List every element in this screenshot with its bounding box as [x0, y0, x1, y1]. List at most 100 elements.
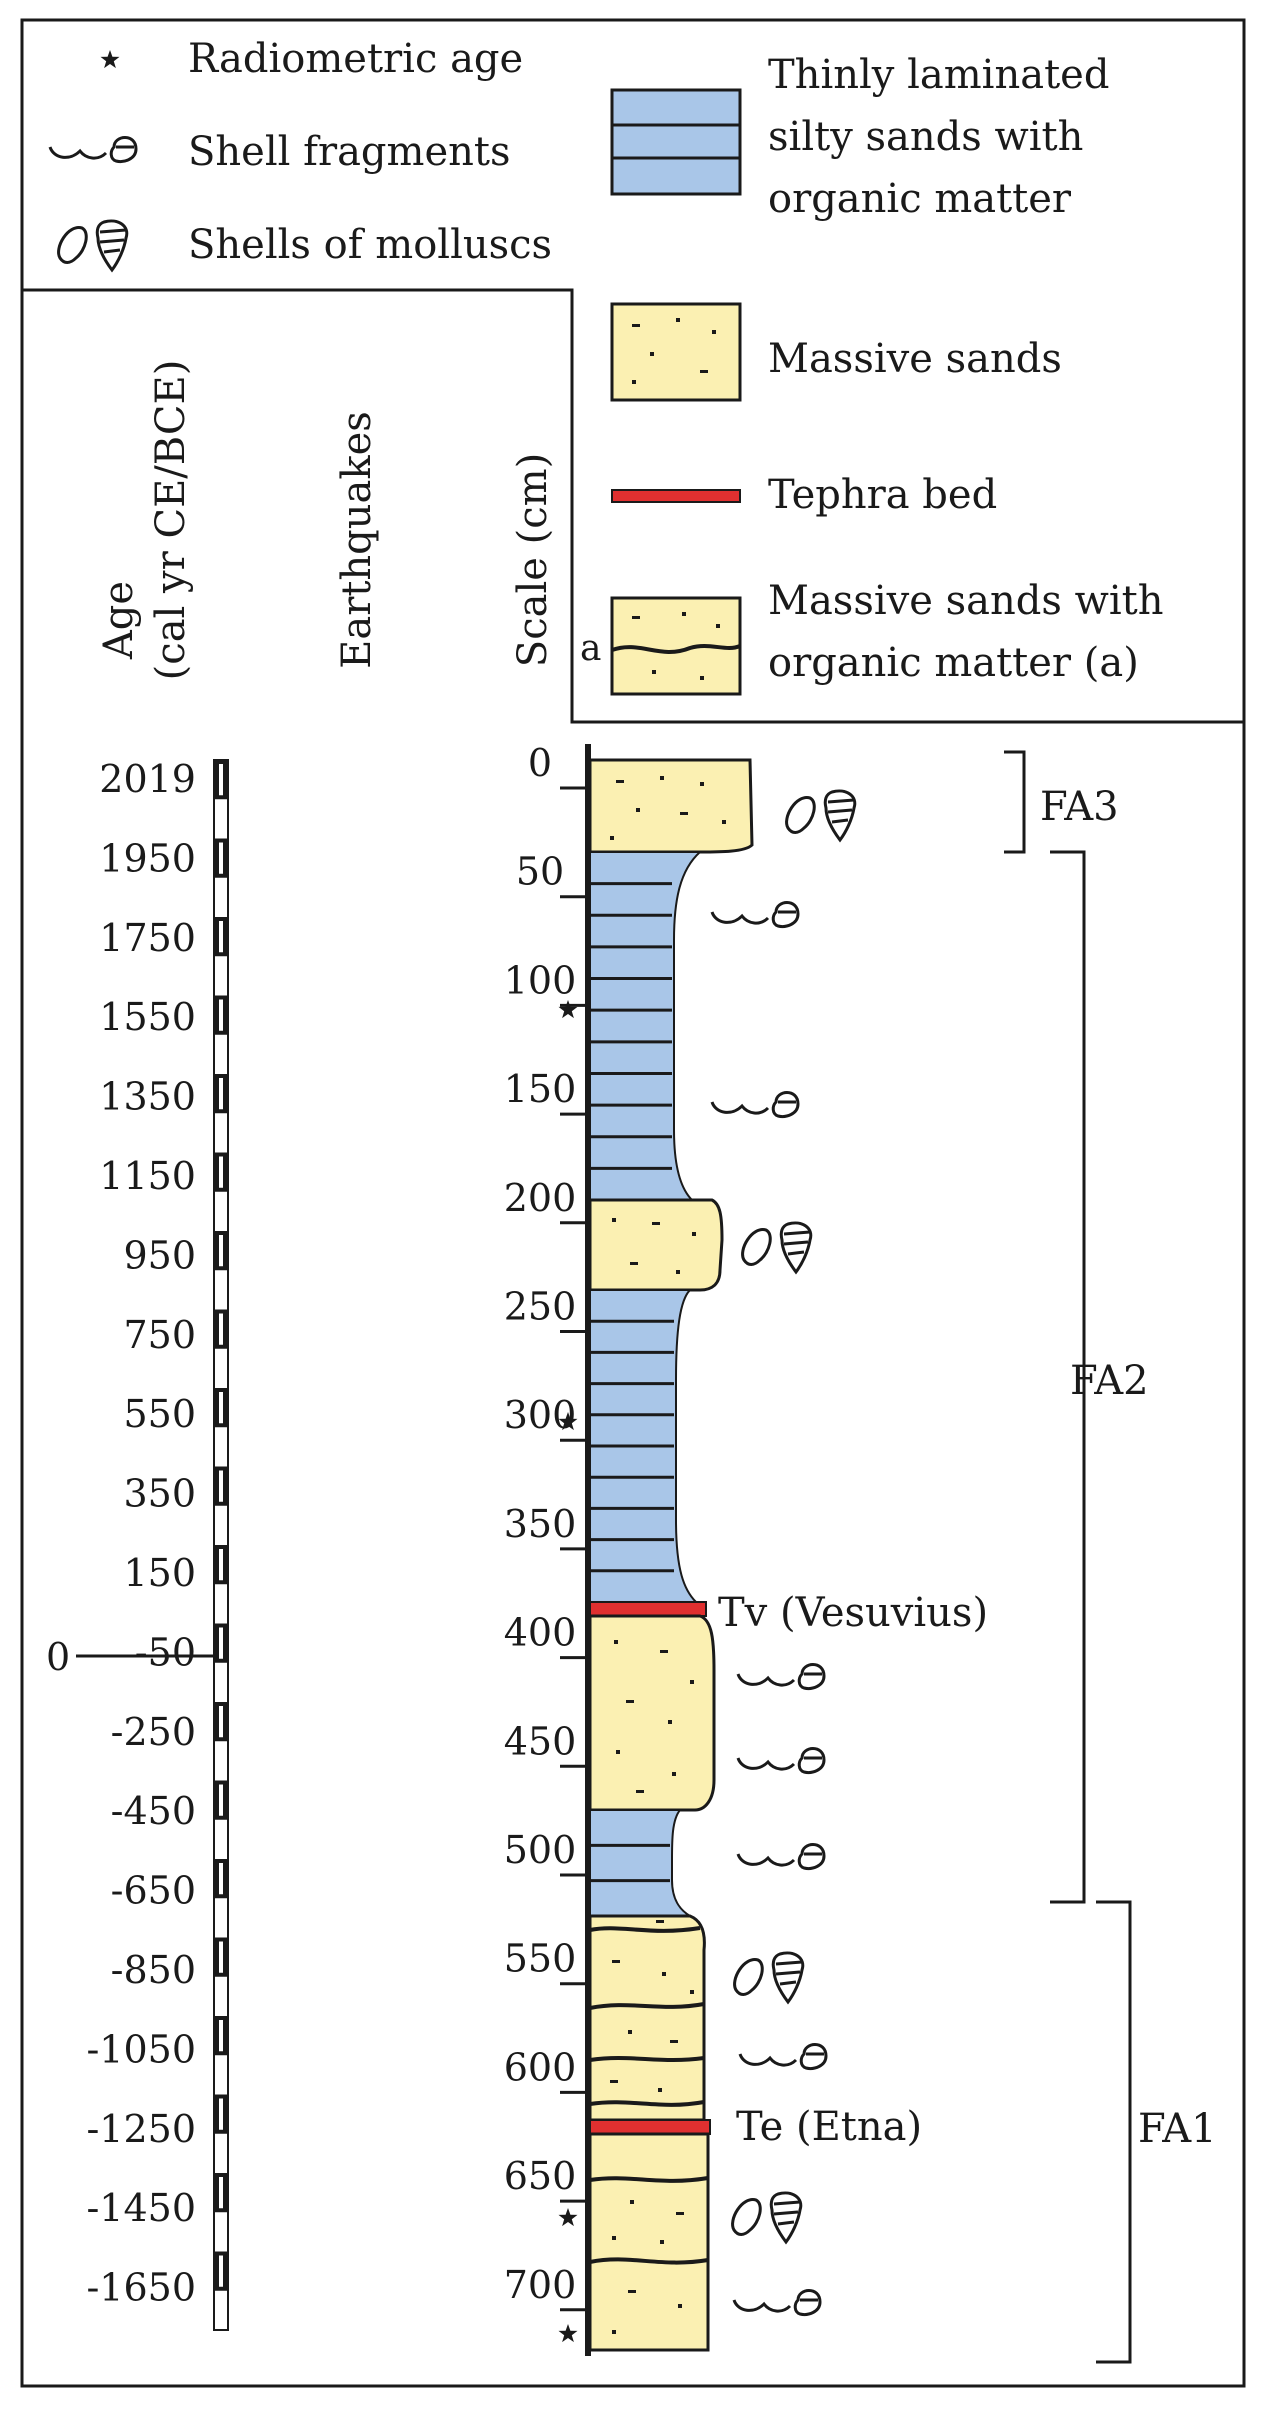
age-bar-highlight — [219, 1549, 223, 1581]
shell-fragment-icon — [732, 2289, 822, 2316]
scale-tick-label: 300 — [504, 1393, 577, 1437]
age-bar-highlight — [219, 1627, 223, 1659]
age-tick-label: -1050 — [86, 2027, 196, 2071]
unit-laminated-upper — [589, 851, 703, 1201]
age-tick-label: 1750 — [99, 916, 196, 960]
star-icon — [558, 1000, 578, 1019]
scale-tick-label: 450 — [504, 1719, 577, 1763]
age-tick-label: -450 — [111, 1789, 196, 1833]
age-bar-highlight — [219, 842, 223, 874]
mollusc-shell-icon — [733, 1951, 805, 2004]
age-tick-label: -50 — [135, 1630, 196, 1674]
shell-fragment-icon — [736, 1663, 826, 1690]
header-earthquakes: Earthquakes — [334, 411, 380, 669]
age-bar-highlight — [219, 2177, 223, 2209]
facies-label-fa1: FA1 — [1138, 2106, 1217, 2152]
legend-label-laminated-2: silty sands with — [768, 114, 1083, 160]
age-tick-label: -250 — [111, 1710, 196, 1754]
unit-lower-massive-sands — [588, 1614, 716, 1812]
age-bar-highlight — [219, 1863, 223, 1895]
column-shell-symbols — [710, 789, 857, 2316]
tephra-bed-vesuvius — [589, 1601, 707, 1617]
mollusc-shell-icon — [785, 789, 857, 842]
age-bar-highlight — [219, 2020, 223, 2052]
scale-tick-label: 50 — [516, 850, 564, 894]
unit-laminated-lower — [589, 1809, 694, 1917]
legend-label-laminated-3: organic matter — [768, 176, 1072, 222]
unit-middle-massive-sands — [588, 1198, 724, 1292]
age-zero-label: 0 — [46, 1635, 70, 1679]
mollusc-shell-icon — [731, 2191, 803, 2244]
legend-label-organic-1: Massive sands with — [768, 578, 1164, 624]
age-tick-label: 750 — [123, 1313, 196, 1357]
scale-tick-label: 500 — [504, 1828, 577, 1872]
age-tick-label: 1550 — [99, 995, 196, 1039]
scale-tick-label: 550 — [504, 1937, 577, 1981]
age-bar-highlight — [219, 1392, 223, 1424]
legend-label-laminated-1: Thinly laminated — [768, 52, 1109, 98]
tephra-label-vesuvius: Tv (Vesuvius) — [718, 1590, 988, 1636]
shell-fragment-icon — [736, 1843, 826, 1870]
scale-tick-label: 250 — [504, 1285, 577, 1329]
scale-tick-label: 0 — [528, 741, 552, 785]
age-tick-label: -850 — [111, 1948, 196, 1992]
legend-swatch-laminated — [610, 88, 742, 196]
scale-tick-label: 100 — [504, 958, 577, 1002]
age-tick-label: -1250 — [86, 2107, 196, 2151]
legend-swatch-tephra — [611, 489, 741, 503]
age-bar-highlight — [219, 1784, 223, 1816]
age-bar-highlight — [219, 1941, 223, 1973]
header-age-units: (cal yr CE/BCE) — [148, 360, 194, 681]
legend-swatch-organic-sands — [610, 596, 742, 696]
age-bar-highlight — [219, 1156, 223, 1188]
age-tick-label: 950 — [123, 1233, 196, 1277]
age-tick-label: 2019 — [99, 757, 196, 801]
age-tick-label: 1150 — [99, 1154, 196, 1198]
star-icon — [558, 2208, 578, 2227]
tephra-bed-etna — [589, 2119, 711, 2135]
age-bar-highlight — [219, 764, 223, 796]
age-tick-label: 1950 — [99, 836, 196, 880]
star-icon — [100, 50, 120, 69]
age-bar-highlight — [219, 921, 223, 953]
legend-label-radiometric: Radiometric age — [188, 36, 523, 82]
tephra-label-etna: Te (Etna) — [736, 2104, 922, 2150]
legend-label-organic-2: organic matter (a) — [768, 640, 1139, 686]
facies-label-fa3: FA3 — [1040, 784, 1119, 830]
age-bar-highlight — [219, 1706, 223, 1738]
legend-marker-a: a — [580, 628, 601, 669]
age-tick-label: 150 — [123, 1551, 196, 1595]
header-age: Age — [96, 581, 142, 660]
legend-symbols: Radiometric age Shell fragments Shells o… — [48, 36, 552, 272]
legend-label-tephra: Tephra bed — [768, 472, 997, 518]
age-bar-highlight — [219, 1470, 223, 1502]
shell-fragment-icon — [710, 901, 800, 928]
column-headers: Age (cal yr CE/BCE) Earthquakes Scale (c… — [96, 360, 556, 681]
scale-tick-label: 200 — [504, 1176, 577, 1220]
age-tick-label: 350 — [123, 1472, 196, 1516]
scale-tick-label: 600 — [504, 2045, 577, 2089]
mollusc-shell-icon — [57, 219, 129, 272]
shell-fragment-icon — [736, 1747, 826, 1774]
scale-axis: 0 50 100 150 200 250 300 350 400 450 500 550 600 650 7… — [504, 741, 588, 2312]
stratigraphic-column — [585, 744, 754, 2356]
star-icon — [558, 2324, 578, 2343]
age-bar-highlight — [219, 1313, 223, 1345]
header-scale: Scale (cm) — [510, 453, 556, 667]
age-tick-label: 550 — [123, 1392, 196, 1436]
age-axis: 2019 1950 1750 1550 1350 1150 950 750 550 350 150 -… — [46, 757, 229, 2331]
scale-tick-label: 150 — [504, 1067, 577, 1111]
age-tick-label: 1350 — [99, 1075, 196, 1119]
scale-tick-label: 650 — [504, 2154, 577, 2198]
legend-label-massive-sands: Massive sands — [768, 336, 1062, 382]
age-tick-labels: 2019 1950 1750 1550 1350 1150 950 750 550 350 150 -… — [86, 757, 196, 2310]
mollusc-shell-icon — [741, 1221, 813, 1274]
facies-label-fa2: FA2 — [1070, 1358, 1149, 1404]
unit-top-massive-sands — [588, 758, 754, 854]
age-tick-label: -1650 — [86, 2266, 196, 2310]
unit-organic-sands-lower — [588, 2132, 710, 2352]
scale-ticks: 0 50 100 150 200 250 300 350 400 450 500 550 600 650 7… — [504, 741, 588, 2312]
age-bar-highlight — [219, 1235, 223, 1267]
unit-organic-sands-upper — [588, 1914, 706, 2122]
